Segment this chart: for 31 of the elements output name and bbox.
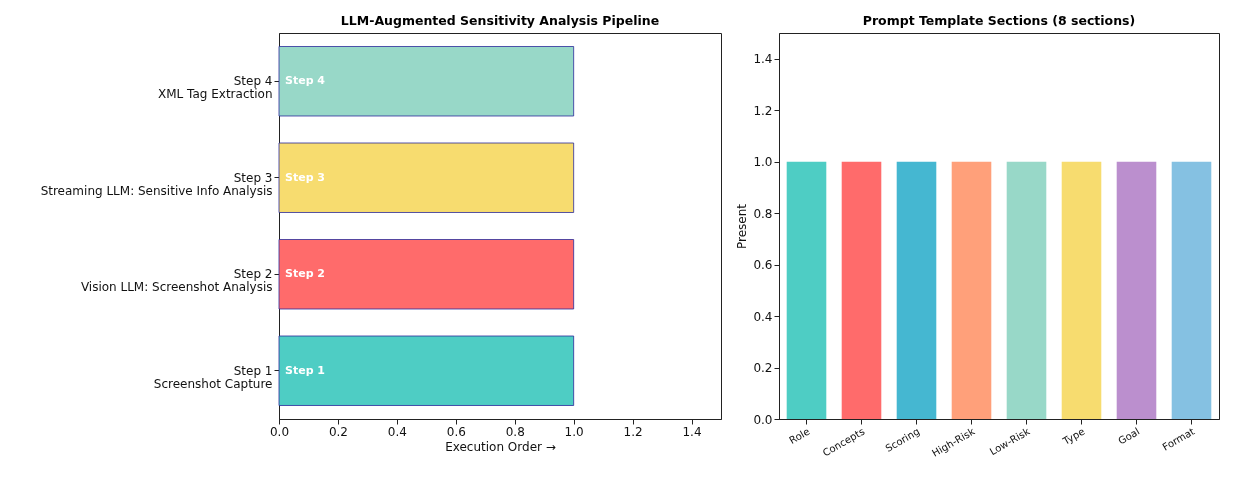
x-tick-label: Role [787, 425, 812, 446]
x-tick-label: 0.2 [328, 424, 348, 439]
y-tick-label: 0.8 [753, 206, 773, 221]
x-tick-label: 1.2 [623, 424, 643, 439]
chart-title: Prompt Template Sections (8 sections) [862, 12, 1136, 28]
chart-title: LLM-Augmented Sensitivity Analysis Pipeline [340, 12, 660, 28]
y-tick-label: 0.4 [753, 309, 773, 324]
x-tick-label: 1.4 [682, 424, 702, 439]
x-axis-title: Execution Order → [445, 439, 556, 454]
y-tick-label: Step 2 Vision LLM: Screenshot Analysis [80, 267, 273, 295]
x-tick-label: 0.6 [446, 424, 466, 439]
y-tick-label: Step 1 Screenshot Capture [153, 363, 273, 391]
y-tick-label: Step 3 Streaming LLM: Sensitive Info Analysis [40, 170, 273, 198]
x-tick-label: 0.0 [269, 424, 290, 439]
annotation: Step 2 [285, 267, 325, 281]
y-tick-label: 1.2 [753, 103, 773, 118]
x-tick-label: 0.4 [387, 424, 407, 439]
y-tick-label: 0.2 [753, 361, 773, 376]
y-tick-label: 0.0 [753, 412, 773, 427]
annotation: Step 4 [285, 74, 326, 88]
y-tick-label: 1.4 [753, 52, 773, 67]
y-tick-label: Step 4 XML Tag Extraction [158, 74, 273, 102]
x-tick-label: 1.0 [564, 424, 584, 439]
annotation: Step 3 [285, 170, 325, 184]
y-tick-label: 1.0 [753, 155, 773, 170]
y-tick-label: 0.6 [753, 258, 773, 273]
x-tick-label: 0.8 [505, 424, 525, 439]
y-axis-title: Present [735, 203, 750, 250]
x-tick-label: Goal [1116, 425, 1142, 447]
x-tick-label: Type [1060, 425, 1087, 448]
annotation: Step 1 [285, 363, 325, 377]
